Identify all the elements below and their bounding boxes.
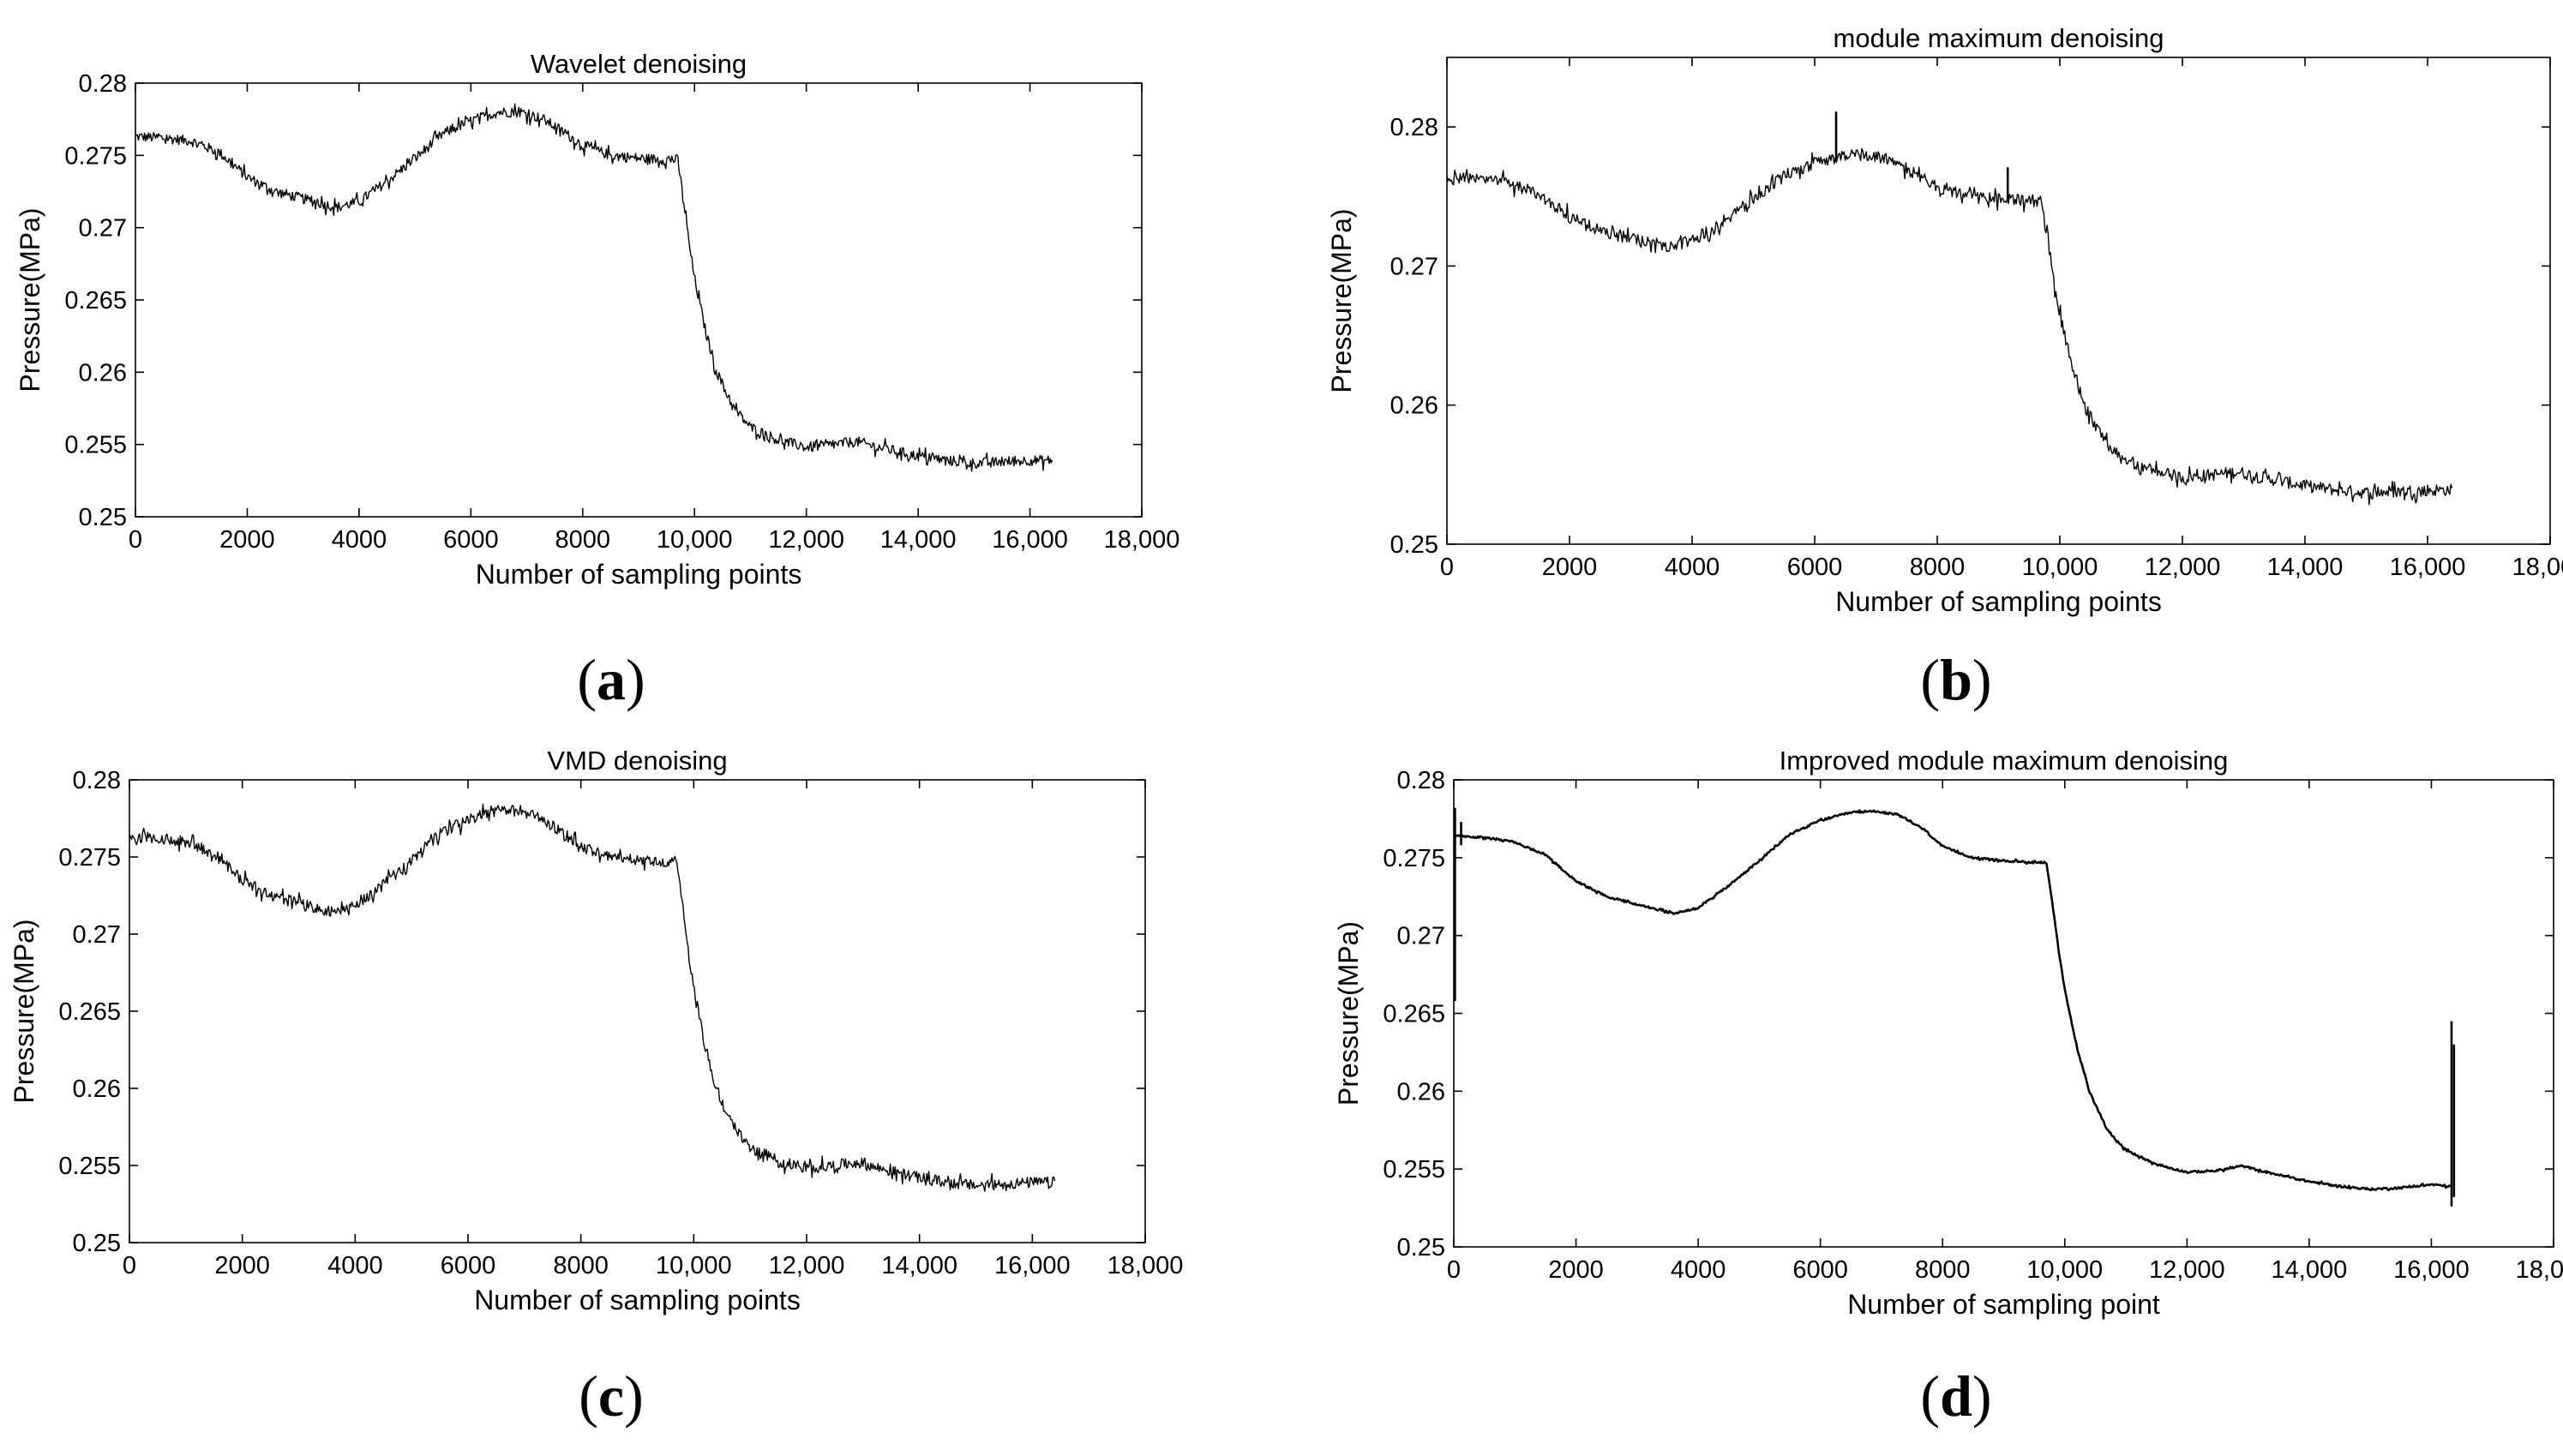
- chart-0-xtick-label: 10,000: [657, 526, 733, 554]
- chart-1-xtick-label: 14,000: [2267, 554, 2344, 581]
- chart-3-title: Improved module maximum denoising: [1780, 746, 2229, 776]
- chart-2-ytick-label: 0.26: [73, 1076, 121, 1103]
- caption-a: (a): [577, 647, 645, 712]
- chart-3-ytick-label: 0.28: [1397, 767, 1445, 794]
- chart-2-ytick-label: 0.25: [73, 1230, 121, 1257]
- chart-0-xtick-label: 6000: [443, 526, 499, 554]
- chart-1-xtick-label: 0: [1440, 554, 1454, 581]
- chart-0-xtick-label: 4000: [332, 526, 387, 554]
- chart-1-ytick-label: 0.28: [1390, 114, 1438, 141]
- chart-3-xtick-label: 6000: [1792, 1256, 1848, 1284]
- chart-2-series-pressure: [129, 803, 1056, 1192]
- chart-2-ylabel: Pressure(MPa): [9, 919, 39, 1103]
- chart-2-ytick-label: 0.265: [58, 998, 121, 1026]
- chart-1-series-pressure: [1446, 147, 2453, 506]
- chart-2-xtick-label: 12,000: [769, 1252, 845, 1279]
- chart-2-xlabel: Number of sampling points: [474, 1285, 801, 1315]
- chart-3-xtick-label: 0: [1447, 1256, 1461, 1284]
- panel-d: 0 2000 4000 6000 8000 10,000 12,000 14,000 16,00…: [1333, 746, 2563, 1429]
- chart-0-xtick-label: 12,000: [768, 526, 844, 554]
- chart-1-title: module maximum denoising: [1834, 23, 2164, 53]
- chart-0-xtick-label: 14,000: [880, 526, 957, 554]
- chart-1-xlabel: Number of sampling points: [1835, 586, 2162, 617]
- panel-a: 0 2000 4000 6000 8000 10,000 12,000 14,000 16,00…: [15, 49, 1179, 712]
- chart-0-ytick-label: 0.255: [64, 432, 127, 459]
- chart-1-xtick-label: 4000: [1665, 554, 1720, 581]
- chart-0-ytick-label: 0.265: [64, 287, 127, 315]
- chart-2-xtick-label: 10,000: [656, 1252, 732, 1279]
- chart-2-ytick-label: 0.255: [58, 1153, 121, 1180]
- chart-0-xtick-label: 8000: [555, 526, 611, 554]
- caption-b: (b): [1920, 647, 1991, 712]
- chart-1-ytick-label: 0.26: [1390, 392, 1438, 420]
- chart-2-xtick-label: 14,000: [881, 1252, 957, 1279]
- chart-2-xtick-label: 4000: [327, 1252, 383, 1279]
- panel-b: 0 2000 4000 6000 8000 10,000 12,000 14,000 16,00…: [1326, 23, 2563, 712]
- chart-0-title: Wavelet denoising: [531, 49, 747, 79]
- panel-c: 0 2000 4000 6000 8000 10,000 12,000 14,000 16,00…: [9, 746, 1183, 1429]
- chart-3-xtick-label: 14,000: [2272, 1256, 2348, 1284]
- chart-0-xtick-label: 2000: [219, 526, 275, 554]
- chart-3-xtick-label: 2000: [1548, 1256, 1604, 1284]
- chart-2-xtick-label: 2000: [214, 1252, 270, 1279]
- chart-0-xtick-label: 18,000: [1104, 526, 1180, 554]
- chart-3-ytick-label: 0.265: [1383, 1001, 1445, 1028]
- chart-3-xtick-label: 10,000: [2026, 1256, 2103, 1284]
- chart-0-xlabel: Number of sampling points: [476, 559, 802, 590]
- chart-2-ytick-label: 0.27: [73, 921, 121, 949]
- chart-3-ylabel: Pressure(MPa): [1333, 921, 1364, 1105]
- chart-3-ytick-label: 0.26: [1397, 1078, 1445, 1105]
- chart-1-xtick-label: 16,000: [2390, 554, 2466, 581]
- chart-0-ytick-label: 0.25: [79, 504, 127, 531]
- chart-3-xtick-label: 18,000: [2516, 1256, 2563, 1284]
- chart-1-xtick-label: 6000: [1787, 554, 1843, 581]
- chart-2-ytick-label: 0.28: [73, 767, 121, 794]
- chart-1-ytick-label: 0.25: [1390, 531, 1438, 559]
- chart-2-xtick-label: 6000: [441, 1252, 496, 1279]
- chart-0-ytick-label: 0.27: [79, 215, 127, 243]
- chart-1-axes-frame: [1446, 57, 2551, 545]
- chart-1-xtick-label: 10,000: [2022, 554, 2098, 581]
- chart-3-xtick-label: 16,000: [2393, 1256, 2470, 1284]
- chart-0-ytick-label: 0.28: [79, 70, 127, 98]
- chart-2-xtick-label: 0: [123, 1252, 136, 1279]
- chart-2-xtick-label: 8000: [553, 1252, 609, 1279]
- chart-1-xtick-label: 12,000: [2145, 554, 2221, 581]
- chart-0-xtick-label: 0: [129, 526, 142, 554]
- chart-1-xtick-label: 18,000: [2512, 554, 2563, 581]
- chart-3-xlabel: Number of sampling point: [1847, 1289, 2160, 1320]
- chart-vmd-denoising: 0 2000 4000 6000 8000 10,000 12,000 14,000 16,00…: [9, 746, 1183, 1315]
- chart-1-xtick-label: 2000: [1542, 554, 1598, 581]
- chart-3-xtick-label: 12,000: [2149, 1256, 2225, 1284]
- chart-0-series-pressure: [135, 103, 1053, 472]
- chart-3-ytick-label: 0.25: [1397, 1234, 1445, 1261]
- chart-3-ytick-label: 0.27: [1397, 923, 1445, 950]
- chart-3-xtick-label: 4000: [1671, 1256, 1726, 1284]
- chart-wavelet-denoising: 0 2000 4000 6000 8000 10,000 12,000 14,000 16,00…: [15, 49, 1179, 590]
- chart-0-ytick-label: 0.275: [64, 142, 127, 170]
- caption-c: (c): [579, 1363, 644, 1429]
- chart-0-ylabel: Pressure(MPa): [15, 207, 45, 392]
- chart-1-ytick-label: 0.27: [1390, 253, 1438, 280]
- chart-2-xtick-label: 16,000: [994, 1252, 1071, 1279]
- chart-1-xtick-label: 8000: [1910, 554, 1966, 581]
- chart-2-xtick-label: 18,000: [1107, 1252, 1184, 1279]
- chart-0-ytick-label: 0.26: [79, 359, 127, 386]
- chart-2-ytick-label: 0.275: [58, 844, 121, 872]
- caption-d: (d): [1920, 1363, 1991, 1429]
- chart-3-ytick-label: 0.275: [1383, 845, 1445, 872]
- chart-improved-module-maximum-denoising: 0 2000 4000 6000 8000 10,000 12,000 14,000 16,00…: [1333, 746, 2563, 1320]
- chart-2-title: VMD denoising: [547, 746, 727, 776]
- chart-3-xtick-label: 8000: [1915, 1256, 1971, 1284]
- chart-1-ylabel: Pressure(MPa): [1326, 208, 1357, 392]
- chart-3-ytick-label: 0.255: [1383, 1156, 1445, 1183]
- chart-module-maximum-denoising: 0 2000 4000 6000 8000 10,000 12,000 14,000 16,00…: [1326, 23, 2563, 617]
- chart-3-series-pressure: [1453, 809, 2453, 1192]
- chart-0-xtick-label: 16,000: [992, 526, 1068, 554]
